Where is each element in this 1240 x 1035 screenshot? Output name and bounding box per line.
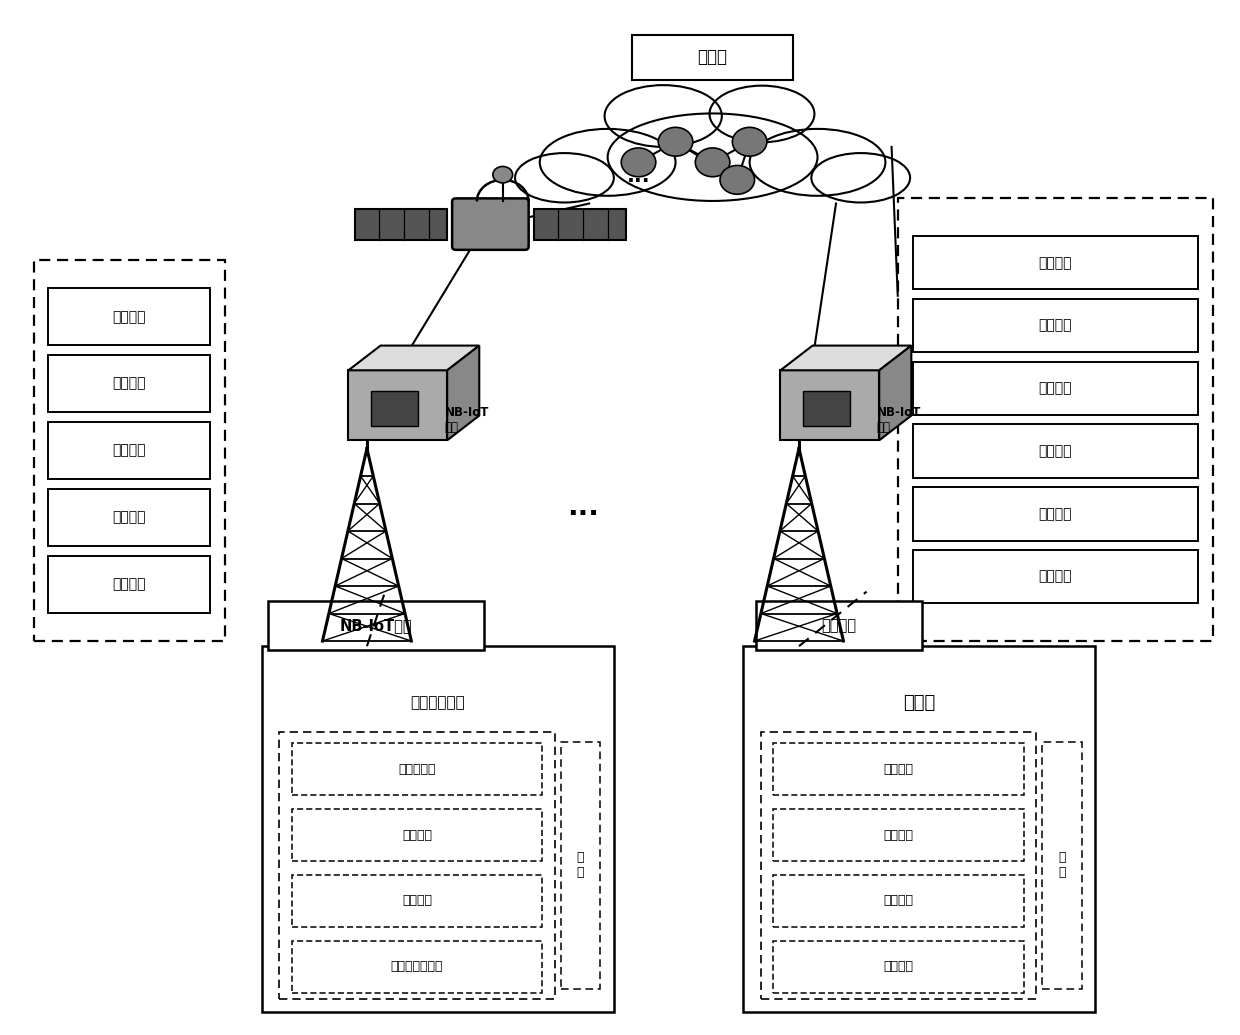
FancyBboxPatch shape [744, 646, 1095, 1011]
Text: 异常分析: 异常分析 [113, 578, 146, 591]
FancyBboxPatch shape [48, 490, 210, 545]
Polygon shape [348, 371, 448, 440]
Text: 数据溯源: 数据溯源 [1038, 569, 1071, 584]
FancyBboxPatch shape [291, 876, 542, 926]
FancyBboxPatch shape [533, 209, 626, 239]
Ellipse shape [811, 153, 910, 203]
Polygon shape [448, 346, 480, 440]
Circle shape [492, 167, 512, 183]
Text: 网络通信: 网络通信 [822, 618, 857, 633]
Text: 控制模块: 控制模块 [883, 894, 914, 908]
Polygon shape [348, 346, 480, 371]
Ellipse shape [750, 129, 885, 196]
FancyBboxPatch shape [632, 35, 792, 80]
FancyBboxPatch shape [913, 550, 1198, 603]
Ellipse shape [605, 85, 722, 147]
Circle shape [696, 148, 730, 177]
Text: 火灾告警: 火灾告警 [1038, 256, 1071, 270]
Text: 数据暂存: 数据暂存 [113, 377, 146, 390]
Text: 烟雾检测: 烟雾检测 [402, 894, 432, 908]
Text: 设备投放: 设备投放 [883, 829, 914, 841]
FancyBboxPatch shape [291, 941, 542, 993]
FancyBboxPatch shape [913, 361, 1198, 415]
FancyBboxPatch shape [913, 424, 1198, 478]
FancyBboxPatch shape [773, 743, 1024, 795]
FancyBboxPatch shape [291, 743, 542, 795]
Circle shape [621, 148, 656, 177]
Text: 基站管理: 基站管理 [1038, 444, 1071, 459]
FancyBboxPatch shape [355, 209, 448, 239]
Polygon shape [780, 346, 911, 371]
FancyBboxPatch shape [773, 941, 1024, 993]
FancyBboxPatch shape [756, 601, 923, 650]
Text: 数据展示: 数据展示 [113, 510, 146, 525]
FancyBboxPatch shape [1042, 742, 1081, 989]
Text: ...: ... [626, 166, 650, 185]
FancyBboxPatch shape [898, 199, 1213, 641]
Text: NB-IoT
基站: NB-IoT 基站 [877, 406, 921, 434]
FancyBboxPatch shape [371, 391, 418, 425]
FancyBboxPatch shape [560, 742, 600, 989]
Text: 电
源: 电 源 [577, 852, 584, 880]
FancyBboxPatch shape [913, 487, 1198, 540]
FancyBboxPatch shape [48, 355, 210, 412]
Text: 火灾告警: 火灾告警 [113, 309, 146, 324]
Text: NB-IoT通信: NB-IoT通信 [340, 618, 413, 633]
FancyBboxPatch shape [291, 809, 542, 861]
Text: 数据上报: 数据上报 [113, 444, 146, 457]
FancyBboxPatch shape [913, 236, 1198, 290]
Text: 温湿度传感: 温湿度传感 [398, 763, 435, 775]
Text: 固定和防震装置: 固定和防震装置 [391, 960, 443, 973]
Text: NB-IoT
基站: NB-IoT 基站 [445, 406, 489, 434]
FancyBboxPatch shape [262, 646, 614, 1011]
Text: 数据分析: 数据分析 [1038, 507, 1071, 521]
Polygon shape [780, 371, 879, 440]
Circle shape [720, 166, 755, 195]
Ellipse shape [608, 114, 817, 201]
Ellipse shape [539, 129, 676, 196]
Polygon shape [879, 346, 911, 440]
FancyBboxPatch shape [48, 422, 210, 479]
FancyBboxPatch shape [268, 601, 484, 650]
Ellipse shape [515, 153, 614, 203]
FancyBboxPatch shape [48, 556, 210, 613]
FancyBboxPatch shape [453, 199, 528, 249]
Circle shape [658, 127, 693, 156]
Text: 地图展示: 地图展示 [1038, 319, 1071, 332]
FancyBboxPatch shape [802, 391, 849, 425]
FancyBboxPatch shape [48, 289, 210, 345]
Text: 定位装置: 定位装置 [402, 829, 432, 841]
FancyBboxPatch shape [773, 809, 1024, 861]
Ellipse shape [709, 86, 815, 142]
FancyBboxPatch shape [913, 299, 1198, 352]
Text: ...: ... [567, 494, 599, 522]
FancyBboxPatch shape [773, 876, 1024, 926]
FancyBboxPatch shape [33, 260, 224, 641]
Text: 位置定位: 位置定位 [883, 763, 914, 775]
Text: 电
源: 电 源 [1058, 852, 1065, 880]
FancyBboxPatch shape [279, 732, 554, 999]
FancyBboxPatch shape [760, 732, 1035, 999]
Text: 智能模块: 智能模块 [883, 960, 914, 973]
Text: 无人机: 无人机 [903, 693, 935, 712]
Text: 火灾检测终端: 火灾检测终端 [410, 696, 465, 710]
Circle shape [733, 127, 766, 156]
Text: 状态监控: 状态监控 [1038, 381, 1071, 395]
Text: 云中心: 云中心 [698, 49, 728, 66]
